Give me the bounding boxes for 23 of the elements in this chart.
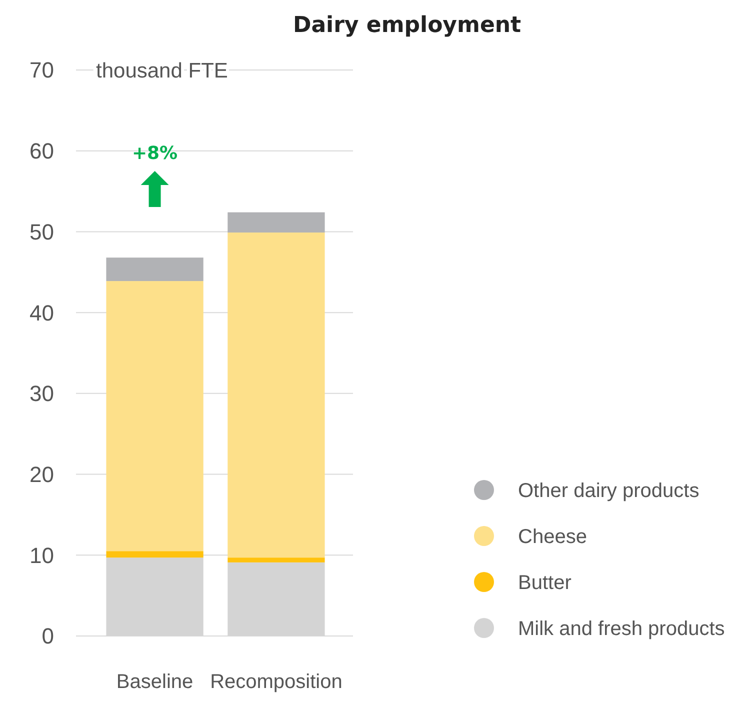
y-tick-label: 50 xyxy=(30,219,54,244)
bar xyxy=(106,258,204,282)
text: Dairy employment xyxy=(292,13,522,38)
y-tick-label: 10 xyxy=(30,542,54,568)
bar xyxy=(228,232,325,558)
annotation: +8% xyxy=(132,142,178,164)
y-tick-label: 70 xyxy=(30,58,54,83)
x-tick-label: Recomposition xyxy=(210,671,342,693)
legend-label: Other dairy products xyxy=(518,480,700,502)
legend-label: Butter xyxy=(518,572,572,594)
y-tick-label: 40 xyxy=(30,300,54,326)
x-tick-label: Baseline xyxy=(116,671,194,693)
legend-label: Cheese xyxy=(518,526,587,548)
bar xyxy=(228,558,325,562)
y-tick-label: 20 xyxy=(30,462,54,487)
bar xyxy=(106,551,204,558)
legend-label: Milk and fresh products xyxy=(518,618,725,640)
y-tick-label: 0 xyxy=(42,624,54,649)
y-tick-label: 30 xyxy=(30,381,54,406)
y-axis-title: thousand FTE xyxy=(96,59,228,82)
bar xyxy=(228,212,325,233)
y-tick-label: 60 xyxy=(30,138,54,164)
bar xyxy=(106,281,204,552)
